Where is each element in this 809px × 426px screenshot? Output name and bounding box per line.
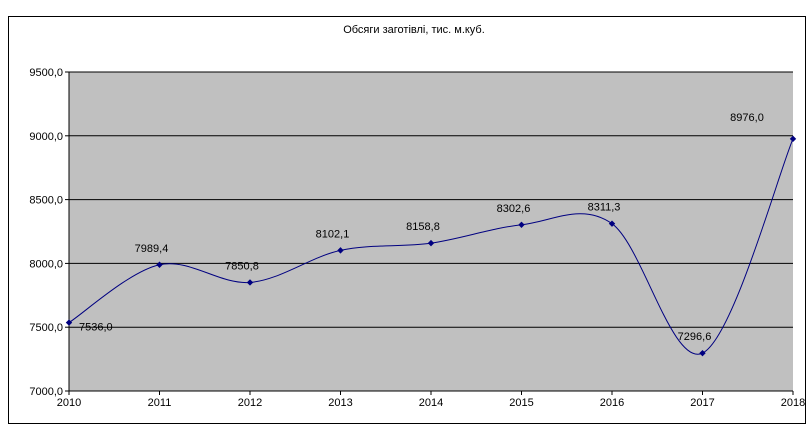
x-tick-label: 2015 [509,397,533,409]
data-label: 8102,1 [316,228,350,240]
data-point [608,220,616,227]
data-label: 7850,8 [225,260,259,272]
y-tick-label: 8000,0 [29,258,63,270]
y-axis-ticks: 7000,0 7500,0 8000,0 8500,0 9000,0 9500,0 [29,67,69,398]
data-label: 8158,8 [406,221,440,233]
x-tick-label: 2011 [148,397,172,409]
data-points [65,135,797,357]
data-point [518,221,525,228]
x-tick-label: 2012 [238,397,262,409]
plot-area [69,72,793,391]
data-point [246,279,254,286]
chart-frame: Обсяги заготівлі, тис. м.куб. 7000,0 7500… [8,16,806,424]
y-tick-label: 9000,0 [29,131,63,143]
data-label: 7296,6 [678,331,712,343]
data-point [337,247,344,254]
data-point [65,319,73,326]
data-label: 7536,0 [79,322,113,334]
data-label: 7989,4 [135,243,169,255]
x-axis-ticks: 2010 2011 2012 2013 2014 2015 2016 2017 2018 [57,391,805,409]
data-labels: 7536,0 7989,4 7850,8 8102,1 8158,8 8302,6 8311… [79,112,764,343]
y-tick-label: 7500,0 [29,322,63,334]
data-point [427,239,435,247]
data-label: 8976,0 [730,112,764,124]
x-tick-label: 2017 [690,397,714,409]
chart-title: Обсяги заготівлі, тис. м.куб. [343,24,485,36]
x-tick-label: 2013 [328,397,352,409]
y-tick-label: 7000,0 [29,386,63,398]
y-tick-label: 9500,0 [29,67,63,79]
data-point [156,261,163,268]
line-chart: Обсяги заготівлі, тис. м.куб. 7000,0 7500… [29,24,805,409]
x-tick-label: 2010 [57,397,81,409]
x-tick-label: 2016 [600,397,624,409]
data-label: 8302,6 [497,203,531,215]
y-tick-label: 8500,0 [29,195,63,207]
x-tick-label: 2018 [781,397,805,409]
x-tick-label: 2014 [419,397,443,409]
data-label: 8311,3 [588,202,621,214]
data-point [699,349,706,357]
data-point [789,135,797,143]
